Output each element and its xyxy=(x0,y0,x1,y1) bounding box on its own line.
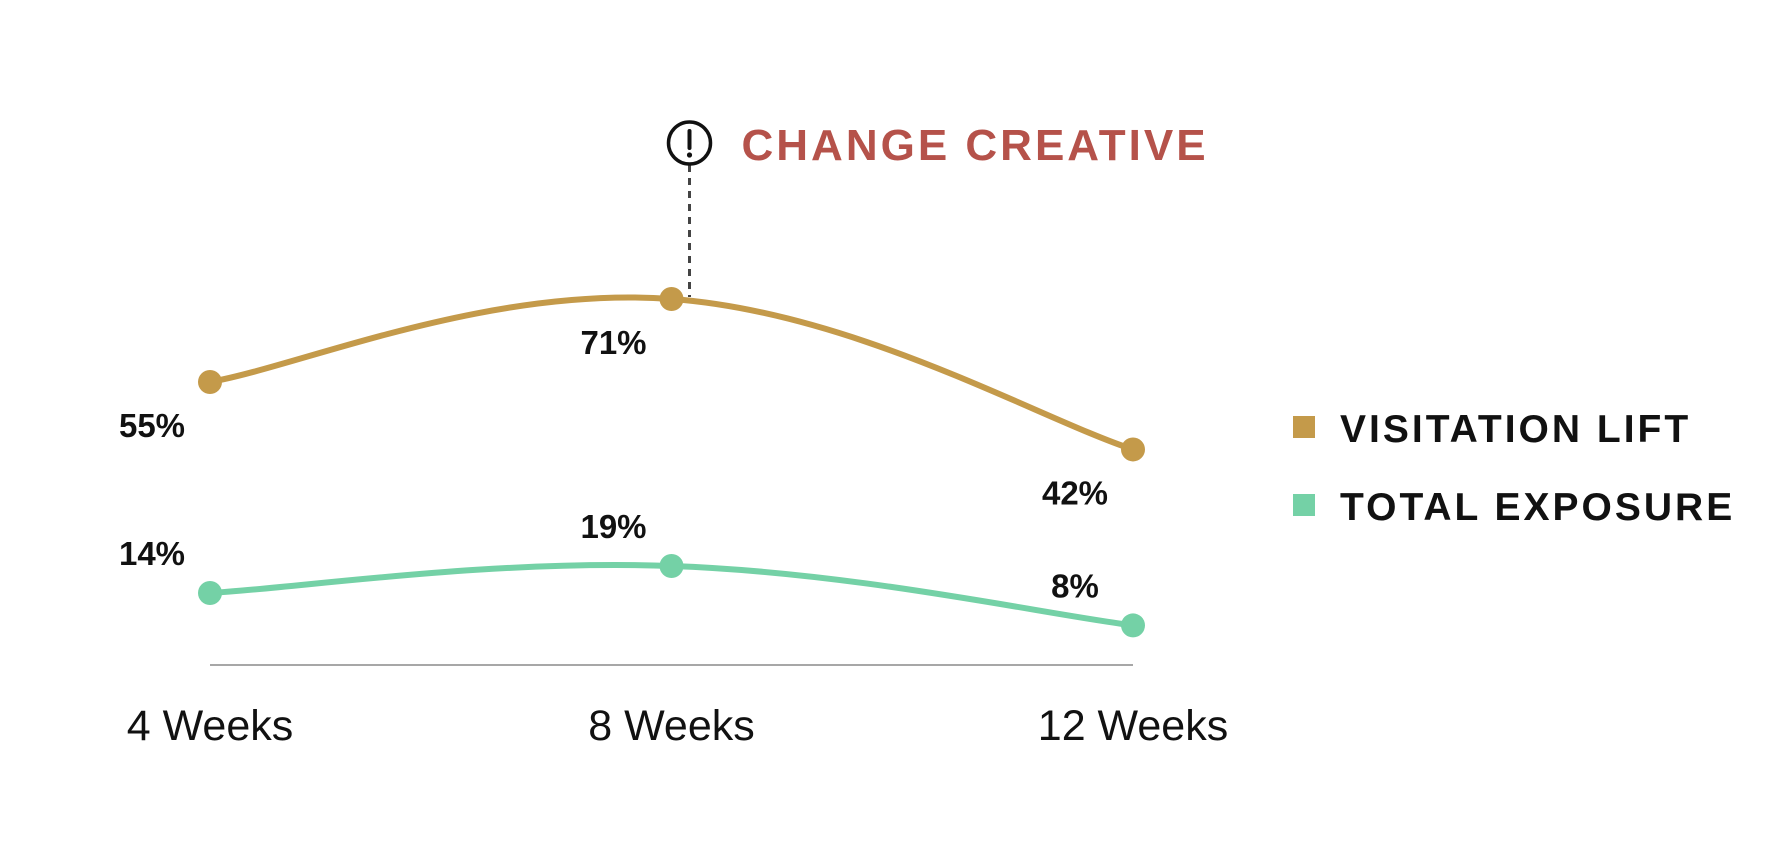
data-label: 71% xyxy=(580,324,646,361)
data-labels-layer: 55% 71% 42% 14% 19% 8% xyxy=(119,324,1108,604)
series-line-visitation-lift xyxy=(207,294,1136,453)
data-label: 8% xyxy=(1051,567,1099,604)
legend-swatch xyxy=(1293,416,1315,438)
data-label: 42% xyxy=(1042,474,1108,511)
legend: VISITATION LIFT TOTAL EXPOSURE xyxy=(1293,408,1735,529)
exclamation-circle-icon xyxy=(666,120,713,166)
x-tick-label: 12 Weeks xyxy=(1038,702,1228,750)
data-label: 55% xyxy=(119,407,185,444)
annotation-label: CHANGE CREATIVE xyxy=(742,121,1209,170)
x-tick-label: 8 Weeks xyxy=(588,702,755,750)
legend-label: TOTAL EXPOSURE xyxy=(1340,486,1735,529)
data-point xyxy=(659,554,684,578)
data-point xyxy=(659,287,684,311)
data-point xyxy=(1121,437,1145,462)
series-layer xyxy=(198,287,1145,638)
data-label: 14% xyxy=(119,535,185,572)
legend-swatch xyxy=(1293,494,1315,516)
data-point xyxy=(198,370,222,394)
x-tick-labels-layer: 4 Weeks 8 Weeks 12 Weeks xyxy=(127,702,1228,750)
data-point xyxy=(1121,613,1145,638)
annotation-layer: CHANGE CREATIVE xyxy=(666,120,1209,297)
legend-label: VISITATION LIFT xyxy=(1340,408,1691,451)
x-tick-label: 4 Weeks xyxy=(127,702,294,750)
data-point xyxy=(198,581,222,605)
data-label: 19% xyxy=(580,508,646,545)
